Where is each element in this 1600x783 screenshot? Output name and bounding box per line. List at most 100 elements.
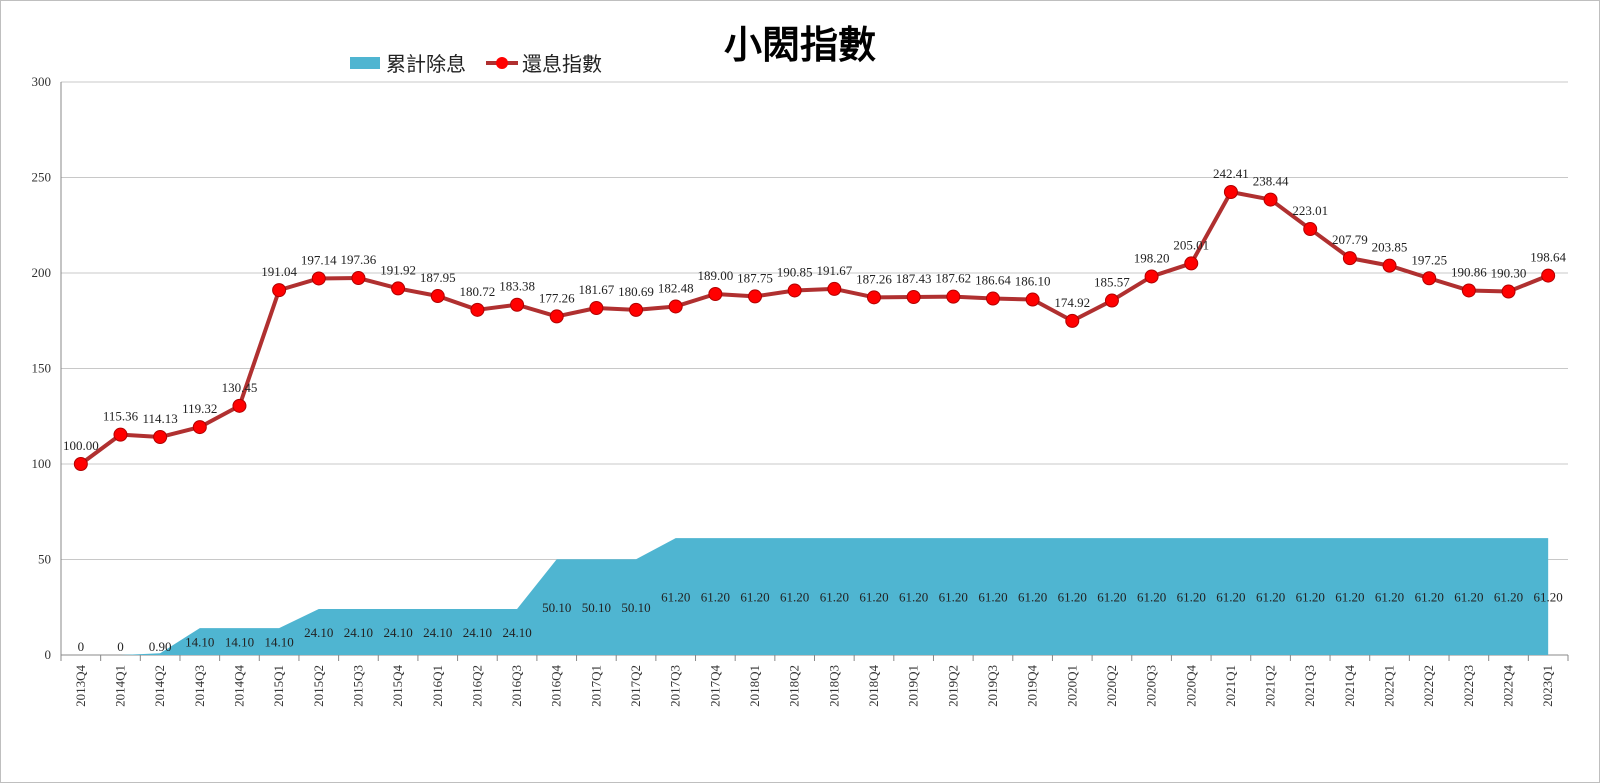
area-data-label: 50.10 bbox=[582, 600, 611, 615]
x-tick-label: 2015Q2 bbox=[311, 665, 326, 707]
y-tick-label: 300 bbox=[32, 74, 52, 89]
area-data-label: 61.20 bbox=[1415, 590, 1444, 605]
line-data-label: 238.44 bbox=[1253, 174, 1289, 189]
legend-swatch-line bbox=[486, 56, 518, 69]
x-tick-label: 2014Q4 bbox=[231, 665, 246, 707]
line-marker bbox=[1065, 313, 1080, 328]
line-data-label: 182.48 bbox=[658, 280, 694, 295]
legend-label-dividend: 累計除息 bbox=[386, 52, 466, 76]
area-data-label: 61.20 bbox=[1256, 590, 1285, 605]
y-tick-label: 50 bbox=[38, 552, 51, 567]
area-data-label: 50.10 bbox=[621, 600, 650, 615]
line-marker bbox=[1541, 268, 1556, 283]
x-tick-label: 2017Q3 bbox=[668, 665, 683, 707]
line-data-label: 198.64 bbox=[1530, 250, 1566, 265]
x-tick-label: 2022Q3 bbox=[1461, 665, 1476, 707]
line-data-label: 130.45 bbox=[222, 380, 258, 395]
area-data-label: 24.10 bbox=[383, 625, 412, 640]
line-marker bbox=[1422, 271, 1437, 286]
line-marker bbox=[1223, 184, 1238, 199]
line-data-label: 223.01 bbox=[1292, 203, 1328, 218]
chart-title: 小閎指數 bbox=[723, 23, 876, 67]
x-tick-label: 2020Q3 bbox=[1144, 665, 1159, 707]
area-data-label: 61.20 bbox=[1137, 590, 1166, 605]
line-data-label: 183.38 bbox=[499, 279, 535, 294]
line-marker bbox=[1104, 293, 1119, 308]
line-data-label: 114.13 bbox=[143, 411, 178, 426]
line-marker bbox=[827, 281, 842, 296]
line-data-label: 191.04 bbox=[261, 264, 297, 279]
line-data-label: 198.20 bbox=[1134, 250, 1170, 265]
x-tick-label: 2022Q1 bbox=[1382, 665, 1397, 707]
line-marker bbox=[73, 457, 88, 471]
x-tick-label: 2014Q2 bbox=[152, 665, 167, 707]
line-marker bbox=[391, 281, 406, 296]
x-tick-label: 2014Q3 bbox=[192, 665, 207, 707]
x-tick-label: 2018Q1 bbox=[747, 665, 762, 707]
area-data-label: 61.20 bbox=[1216, 590, 1245, 605]
line-data-label: 180.69 bbox=[618, 284, 654, 299]
line-marker bbox=[549, 309, 564, 324]
area-data-label: 61.20 bbox=[661, 590, 690, 605]
line-marker bbox=[866, 290, 881, 305]
line-data-label: 190.85 bbox=[777, 264, 813, 279]
x-tick-label: 2021Q1 bbox=[1223, 665, 1238, 707]
area-data-label: 61.20 bbox=[1375, 590, 1404, 605]
line-data-label: 191.92 bbox=[380, 262, 416, 277]
line-marker bbox=[351, 271, 366, 286]
line-data-label: 190.30 bbox=[1491, 266, 1527, 281]
area-data-label: 61.20 bbox=[1177, 590, 1206, 605]
line-marker bbox=[748, 289, 763, 304]
line-marker bbox=[906, 290, 921, 305]
x-tick-label: 2016Q3 bbox=[509, 665, 524, 707]
area-data-label: 61.20 bbox=[899, 590, 928, 605]
line-marker bbox=[985, 291, 1000, 306]
line-marker bbox=[668, 299, 683, 314]
area-data-label: 14.10 bbox=[264, 635, 293, 650]
area-data-label: 61.20 bbox=[740, 590, 769, 605]
line-data-label: 189.00 bbox=[697, 268, 733, 283]
line-data-label: 186.64 bbox=[975, 273, 1011, 288]
line-data-label: 181.67 bbox=[579, 282, 615, 297]
line-data-label: 187.95 bbox=[420, 270, 456, 285]
area-data-label: 24.10 bbox=[423, 625, 452, 640]
area-data-label: 24.10 bbox=[463, 625, 492, 640]
x-tick-label: 2018Q4 bbox=[866, 665, 881, 707]
x-tick-label: 2014Q1 bbox=[112, 665, 127, 707]
line-data-label: 187.75 bbox=[737, 270, 773, 285]
area-data-label: 14.10 bbox=[225, 635, 254, 650]
line-data-label: 205.01 bbox=[1173, 237, 1209, 252]
x-tick-label: 2022Q2 bbox=[1421, 665, 1436, 707]
x-tick-label: 2020Q1 bbox=[1064, 665, 1079, 707]
x-tick-label: 2020Q4 bbox=[1183, 665, 1198, 707]
area-data-label: 61.20 bbox=[701, 590, 730, 605]
x-tick-label: 2019Q2 bbox=[945, 665, 960, 707]
line-marker bbox=[232, 398, 247, 413]
line-marker bbox=[430, 289, 445, 304]
area-data-label: 50.10 bbox=[542, 600, 571, 615]
line-data-label: 119.32 bbox=[182, 401, 217, 416]
line-data-label: 187.26 bbox=[856, 271, 892, 286]
x-tick-label: 2016Q1 bbox=[430, 665, 445, 707]
x-tick-label: 2017Q1 bbox=[588, 665, 603, 707]
area-data-label: 61.20 bbox=[1058, 590, 1087, 605]
line-data-label: 187.62 bbox=[935, 271, 971, 286]
x-tick-label: 2015Q1 bbox=[271, 665, 286, 707]
area-data-label: 0 bbox=[78, 639, 85, 654]
line-data-label: 186.10 bbox=[1015, 274, 1051, 289]
line-data-label: 177.26 bbox=[539, 290, 575, 305]
x-tick-label: 2023Q1 bbox=[1540, 665, 1555, 707]
area-data-label: 61.20 bbox=[1097, 590, 1126, 605]
area-data-label: 24.10 bbox=[304, 625, 333, 640]
area-data-label: 61.20 bbox=[1296, 590, 1325, 605]
line-data-label: 242.41 bbox=[1213, 166, 1249, 181]
area-data-label: 61.20 bbox=[939, 590, 968, 605]
line-marker bbox=[1342, 251, 1357, 266]
x-tick-label: 2013Q4 bbox=[73, 665, 88, 707]
legend-swatch-area bbox=[350, 56, 380, 69]
area-data-label: 61.20 bbox=[780, 590, 809, 605]
x-tick-label: 2022Q4 bbox=[1501, 665, 1516, 707]
line-data-label: 197.36 bbox=[341, 252, 377, 267]
legend-item-dividend: 累計除息 bbox=[350, 48, 466, 77]
line-marker bbox=[1382, 258, 1397, 273]
